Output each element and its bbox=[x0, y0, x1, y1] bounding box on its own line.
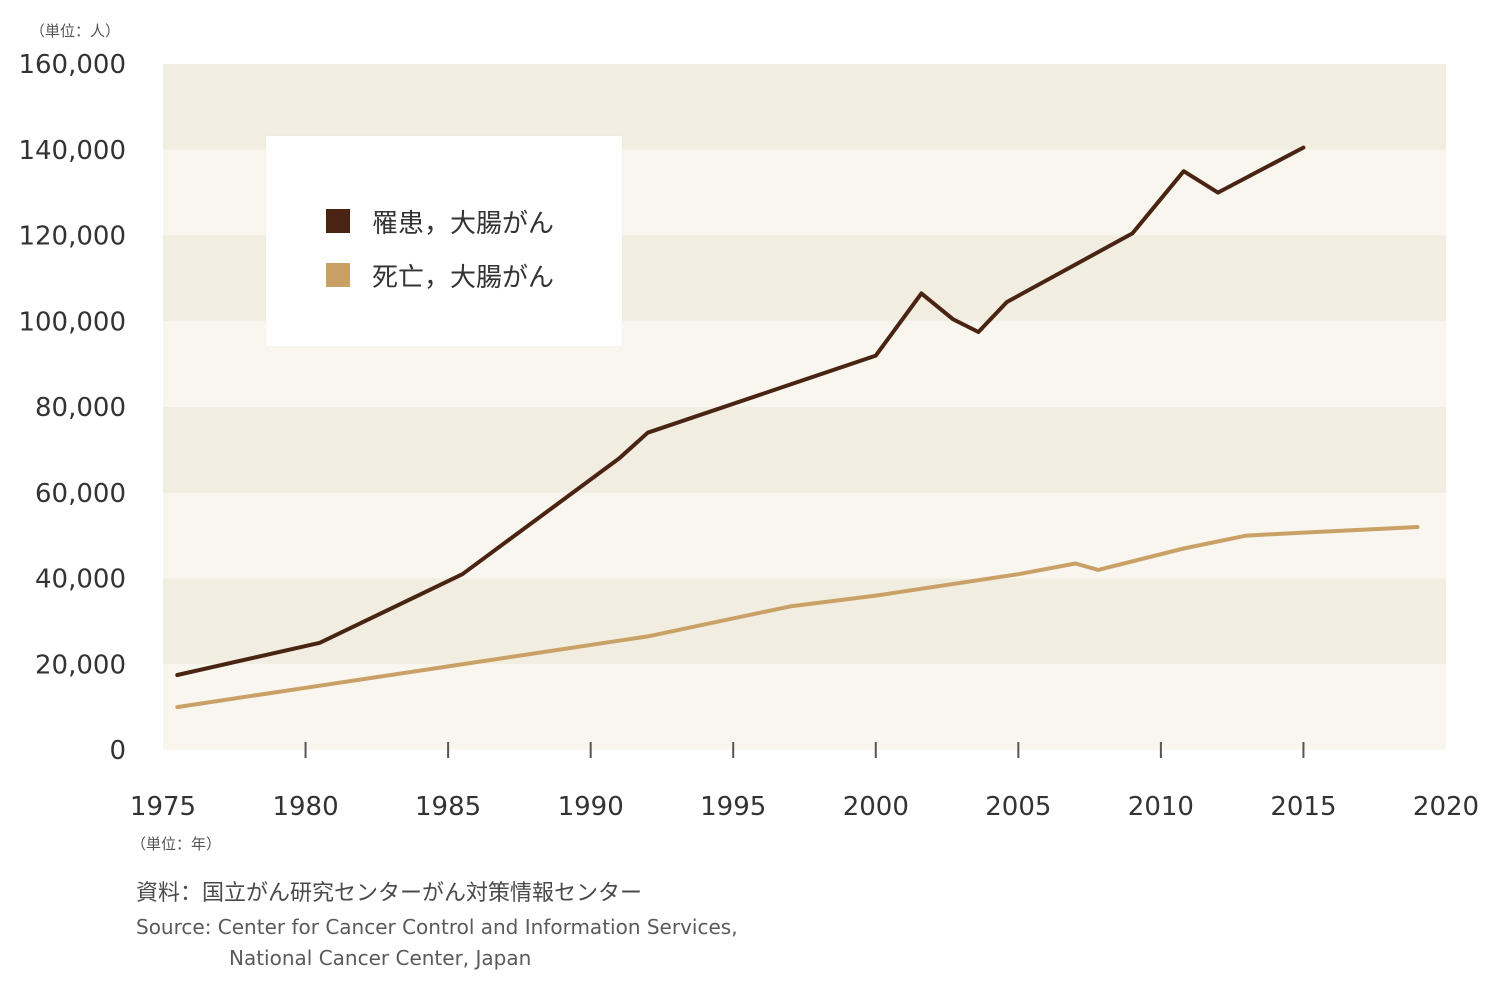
x-tick-label: 2015 bbox=[1270, 792, 1336, 822]
source-japanese: 資料：国立がん研究センターがん対策情報センター bbox=[136, 881, 643, 906]
plot-band bbox=[163, 578, 1446, 665]
series-line-mortality bbox=[175, 525, 1420, 710]
x-tick-label: 1995 bbox=[700, 792, 766, 822]
legend-label-mortality: 死亡，大腸がん bbox=[372, 262, 555, 293]
x-axis-ticks bbox=[304, 742, 1305, 758]
y-tick-label: 160,000 bbox=[18, 50, 126, 80]
x-axis-unit-label: （単位：年） bbox=[131, 835, 222, 853]
x-tick-label: 1985 bbox=[415, 792, 481, 822]
y-tick-label: 80,000 bbox=[35, 393, 126, 423]
y-tick-label: 40,000 bbox=[35, 565, 126, 595]
legend: 罹患，大腸がん 死亡，大腸がん bbox=[266, 136, 622, 346]
x-tick-label: 2020 bbox=[1413, 792, 1479, 822]
x-tick-label: 1990 bbox=[558, 792, 624, 822]
series-line-incidence bbox=[175, 145, 1306, 677]
y-tick-label: 20,000 bbox=[35, 650, 126, 680]
x-tick-label: 2000 bbox=[843, 792, 909, 822]
y-tick-label: 60,000 bbox=[35, 479, 126, 509]
x-axis-labels: 1975 1980 1985 1990 1995 2000 2005 2010 2015 2020 bbox=[130, 792, 1479, 822]
x-tick-label: 2010 bbox=[1128, 792, 1194, 822]
legend-item-incidence: 罹患，大腸がん bbox=[326, 206, 554, 239]
y-axis-unit-label: （単位：人） bbox=[30, 22, 121, 40]
plot-band bbox=[163, 664, 1446, 750]
x-tick-label: 2005 bbox=[985, 792, 1051, 822]
legend-label-incidence: 罹患，大腸がん bbox=[372, 208, 555, 239]
y-tick-label: 100,000 bbox=[18, 307, 126, 337]
y-axis-labels: 0 20,000 40,000 60,000 80,000 100,000 120,000 1… bbox=[18, 50, 126, 766]
legend-swatch-mortality bbox=[326, 263, 350, 287]
plot-band bbox=[163, 407, 1446, 493]
legend-swatch-incidence bbox=[326, 209, 350, 233]
y-tick-label: 140,000 bbox=[18, 136, 126, 166]
series-lines bbox=[175, 145, 1420, 710]
source-english-line2: National Cancer Center, Japan bbox=[229, 946, 532, 970]
y-tick-label: 0 bbox=[109, 736, 126, 766]
y-tick-label: 120,000 bbox=[18, 222, 126, 252]
x-tick-label: 1980 bbox=[272, 792, 338, 822]
plot-band bbox=[163, 64, 1446, 150]
plot-background-bands bbox=[163, 64, 1446, 750]
x-tick-label: 1975 bbox=[130, 792, 196, 822]
source-english-line1: Source: Center for Cancer Control and In… bbox=[136, 915, 738, 939]
legend-item-mortality: 死亡，大腸がん bbox=[326, 260, 554, 293]
plot-band bbox=[163, 492, 1446, 579]
